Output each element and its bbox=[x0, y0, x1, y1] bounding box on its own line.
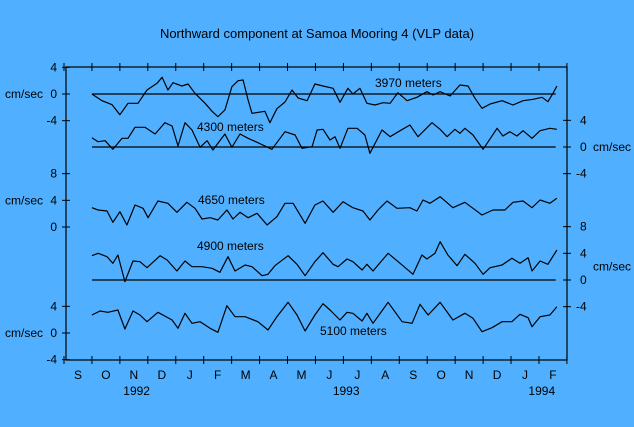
y-tick-label-right: 4 bbox=[580, 113, 587, 127]
y-tick-label-right: -4 bbox=[576, 167, 587, 181]
series-line bbox=[91, 196, 558, 226]
series-group: 3970 meters 4300 meters 4650 meters 4900 me… bbox=[91, 76, 558, 338]
x-tick-label: F bbox=[549, 368, 556, 382]
x-tick-label: J bbox=[187, 368, 193, 382]
y-tick-label-right: -4 bbox=[576, 300, 587, 314]
series-label: 4650 meters bbox=[198, 193, 265, 207]
series-line bbox=[91, 76, 558, 124]
unit-label-left: cm/sec bbox=[5, 326, 43, 340]
x-tick-label: N bbox=[130, 368, 139, 382]
unit-label-left: cm/sec bbox=[5, 87, 43, 101]
series-label: 3970 meters bbox=[375, 76, 442, 90]
y-tick-label-right: 0 bbox=[580, 140, 587, 154]
y-tick-label-left: 0 bbox=[50, 87, 57, 101]
series-3970-meters: 3970 meters bbox=[91, 76, 558, 124]
unit-label-right: cm/sec bbox=[593, 140, 631, 154]
year-label: 1994 bbox=[528, 384, 555, 398]
series-line bbox=[91, 301, 558, 333]
series-label: 4300 meters bbox=[197, 120, 264, 134]
year-label: 1993 bbox=[333, 384, 360, 398]
series-label: 5100 meters bbox=[320, 324, 387, 338]
y-tick-label-left: -4 bbox=[46, 114, 57, 128]
y-tick-label-left: 4 bbox=[50, 193, 57, 207]
x-tick-label: M bbox=[241, 368, 251, 382]
y-tick-label-right: 0 bbox=[580, 273, 587, 287]
x-tick-label: J bbox=[522, 368, 528, 382]
x-tick-label: D bbox=[157, 368, 166, 382]
y-tick-label-left: -4 bbox=[46, 353, 57, 367]
x-tick-label: J bbox=[354, 368, 360, 382]
x-tick-label: F bbox=[214, 368, 221, 382]
series-5100-meters: 5100 meters bbox=[91, 301, 558, 338]
series-line bbox=[91, 241, 558, 283]
x-tick-label: N bbox=[465, 368, 474, 382]
y-tick-label-left: 4 bbox=[50, 60, 57, 74]
x-tick-label: O bbox=[101, 368, 110, 382]
x-tick-label: J bbox=[326, 368, 332, 382]
y-tick-label-left: 4 bbox=[50, 299, 57, 313]
y-tick-label-right: 4 bbox=[580, 246, 587, 260]
plot-frame bbox=[65, 66, 568, 361]
unit-label-left: cm/sec bbox=[5, 193, 43, 207]
x-tick-label: A bbox=[381, 368, 389, 382]
y-tick-label-left: 0 bbox=[50, 326, 57, 340]
unit-label-right: cm/sec bbox=[593, 260, 631, 274]
series-line bbox=[91, 122, 557, 154]
x-tick-label: D bbox=[493, 368, 502, 382]
series-4300-meters: 4300 meters bbox=[91, 120, 557, 154]
x-tick-label: S bbox=[74, 368, 82, 382]
y-tick-label-right: 8 bbox=[580, 220, 587, 234]
series-label: 4900 meters bbox=[197, 239, 264, 253]
x-tick-label: O bbox=[437, 368, 446, 382]
series-4650-meters: 4650 meters bbox=[91, 193, 558, 226]
year-label: 1992 bbox=[123, 384, 150, 398]
x-tick-label: A bbox=[270, 368, 278, 382]
x-tick-label: S bbox=[409, 368, 417, 382]
y-tick-label-left: 0 bbox=[50, 220, 57, 234]
x-tick-label: M bbox=[296, 368, 306, 382]
series-4900-meters: 4900 meters bbox=[91, 239, 558, 283]
chart-title: Northward component at Samoa Mooring 4 (… bbox=[160, 26, 474, 41]
y-tick-label-left: 8 bbox=[50, 167, 57, 181]
